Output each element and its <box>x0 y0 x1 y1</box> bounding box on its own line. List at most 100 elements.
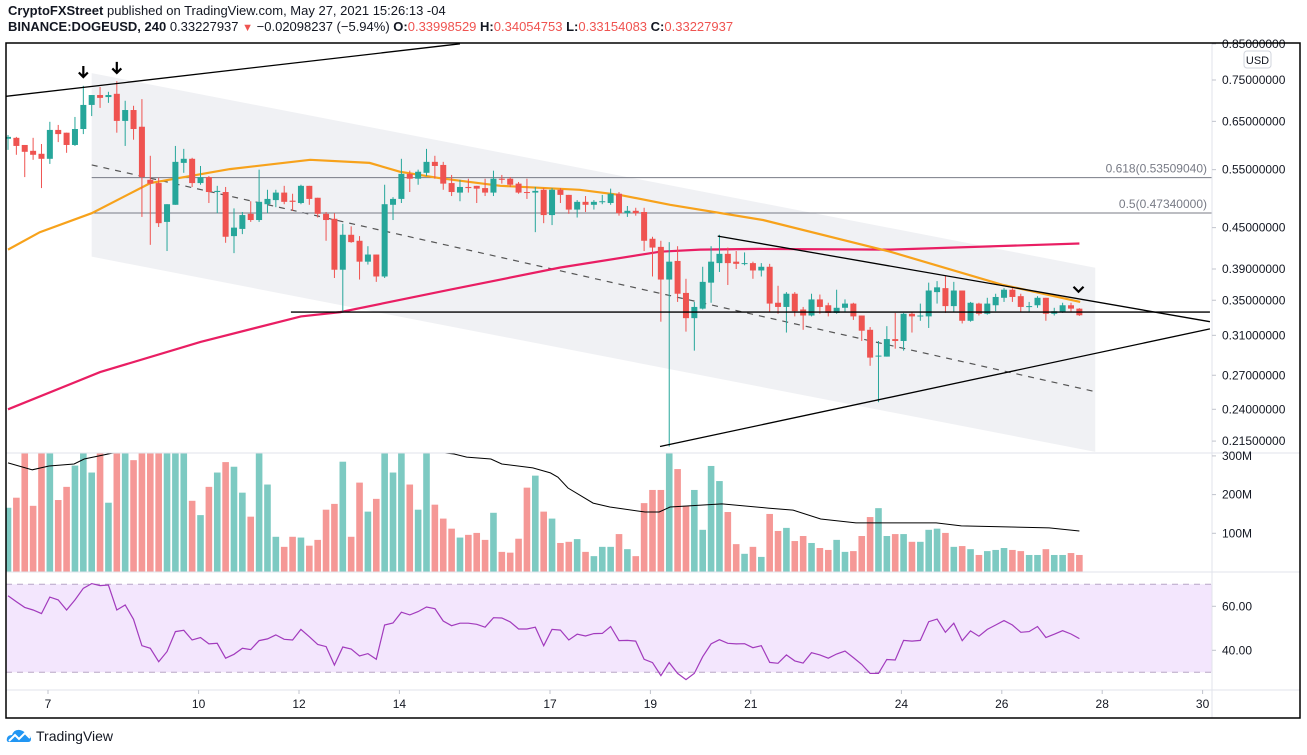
candle[interactable] <box>565 194 572 214</box>
candle[interactable] <box>758 263 765 277</box>
candle[interactable] <box>339 223 346 313</box>
candle[interactable] <box>21 144 28 178</box>
candle[interactable] <box>850 302 857 320</box>
volume-bar[interactable] <box>54 500 62 572</box>
candle[interactable] <box>189 157 196 187</box>
candle[interactable] <box>942 275 949 313</box>
volume-bar[interactable] <box>900 534 907 572</box>
volume-bar[interactable] <box>607 546 614 572</box>
candle[interactable] <box>88 95 95 117</box>
publisher-name[interactable]: CryptoFXStreet <box>8 3 104 18</box>
candle[interactable] <box>138 99 145 217</box>
volume-bar[interactable] <box>682 505 690 572</box>
volume-bar[interactable] <box>841 551 849 572</box>
candle[interactable] <box>456 179 463 202</box>
candle[interactable] <box>523 178 530 199</box>
volume-bar[interactable] <box>632 556 640 572</box>
candle[interactable] <box>30 137 37 160</box>
volume-bar[interactable] <box>46 448 54 572</box>
volume-pane[interactable] <box>5 417 1083 572</box>
volume-bar[interactable] <box>967 549 974 572</box>
volume-bar[interactable] <box>992 549 999 572</box>
candle[interactable] <box>833 289 840 314</box>
candle[interactable] <box>448 174 455 197</box>
volume-bar[interactable] <box>732 544 740 572</box>
candle[interactable] <box>716 234 723 272</box>
volume-bar[interactable] <box>532 475 539 572</box>
volume-bar[interactable] <box>297 537 305 572</box>
candle[interactable] <box>130 105 137 140</box>
candle[interactable] <box>641 207 648 252</box>
volume-bar[interactable] <box>280 546 288 572</box>
candle[interactable] <box>155 177 162 227</box>
volume-bar[interactable] <box>624 549 631 572</box>
volume-bar[interactable] <box>71 465 79 572</box>
volume-bar[interactable] <box>657 489 665 572</box>
candle[interactable] <box>699 266 706 310</box>
candle[interactable] <box>348 226 355 243</box>
volume-bar[interactable] <box>105 502 112 572</box>
volume-bar[interactable] <box>130 460 137 572</box>
volume-bar[interactable] <box>406 484 414 572</box>
candle[interactable] <box>992 293 999 312</box>
candle[interactable] <box>122 100 129 146</box>
volume-bar[interactable] <box>598 546 606 572</box>
candle[interactable] <box>71 116 78 146</box>
candle[interactable] <box>775 285 782 314</box>
volume-bar[interactable] <box>506 552 514 572</box>
candle[interactable] <box>431 155 438 179</box>
candle[interactable] <box>950 281 957 313</box>
candle[interactable] <box>858 315 865 341</box>
volume-bar[interactable] <box>372 498 380 572</box>
volume-bar[interactable] <box>758 556 765 572</box>
volume-bar[interactable] <box>113 425 121 572</box>
volume-bar[interactable] <box>155 433 162 572</box>
volume-bar[interactable] <box>381 440 388 572</box>
volume-bar[interactable] <box>774 530 782 572</box>
candle[interactable] <box>239 212 246 235</box>
candle[interactable] <box>1017 293 1024 313</box>
trendline[interactable] <box>717 235 1211 323</box>
candle[interactable] <box>825 302 832 317</box>
volume-bar[interactable] <box>573 539 581 572</box>
candle[interactable] <box>164 204 171 252</box>
candle[interactable] <box>607 188 614 205</box>
volume-bar[interactable] <box>816 548 824 572</box>
volume-bar[interactable] <box>766 513 773 572</box>
volume-bar[interactable] <box>1017 551 1025 572</box>
volume-bar[interactable] <box>808 542 815 572</box>
volume-bar[interactable] <box>80 437 87 572</box>
volume-bar[interactable] <box>431 504 439 572</box>
volume-bar[interactable] <box>875 508 882 572</box>
candle[interactable] <box>975 302 982 316</box>
candle[interactable] <box>557 188 564 204</box>
candle[interactable] <box>925 282 932 328</box>
volume-bar[interactable] <box>933 528 941 572</box>
candle[interactable] <box>549 188 556 226</box>
volume-bar[interactable] <box>1067 553 1075 572</box>
candle[interactable] <box>934 281 941 304</box>
volume-bar[interactable] <box>172 452 179 572</box>
candle[interactable] <box>172 145 179 205</box>
volume-bar[interactable] <box>983 551 991 572</box>
candle[interactable] <box>398 158 405 204</box>
volume-bar[interactable] <box>29 505 37 572</box>
volume-bar[interactable] <box>1042 549 1050 572</box>
candle[interactable] <box>113 81 120 133</box>
candle[interactable] <box>574 200 581 218</box>
candle[interactable] <box>264 189 271 214</box>
volume-bar[interactable] <box>1009 549 1016 572</box>
volume-bar[interactable] <box>674 469 681 572</box>
volume-bar[interactable] <box>222 462 229 572</box>
volume-bar[interactable] <box>146 417 154 572</box>
trendline[interactable] <box>0 43 461 97</box>
volume-bar[interactable] <box>398 444 405 572</box>
volume-bar[interactable] <box>289 536 296 572</box>
volume-bar[interactable] <box>439 518 447 572</box>
volume-bar[interactable] <box>1050 554 1058 572</box>
candle[interactable] <box>1001 288 1008 302</box>
candle[interactable] <box>214 185 221 214</box>
volume-bar[interactable] <box>188 500 196 572</box>
candle[interactable] <box>97 87 104 108</box>
